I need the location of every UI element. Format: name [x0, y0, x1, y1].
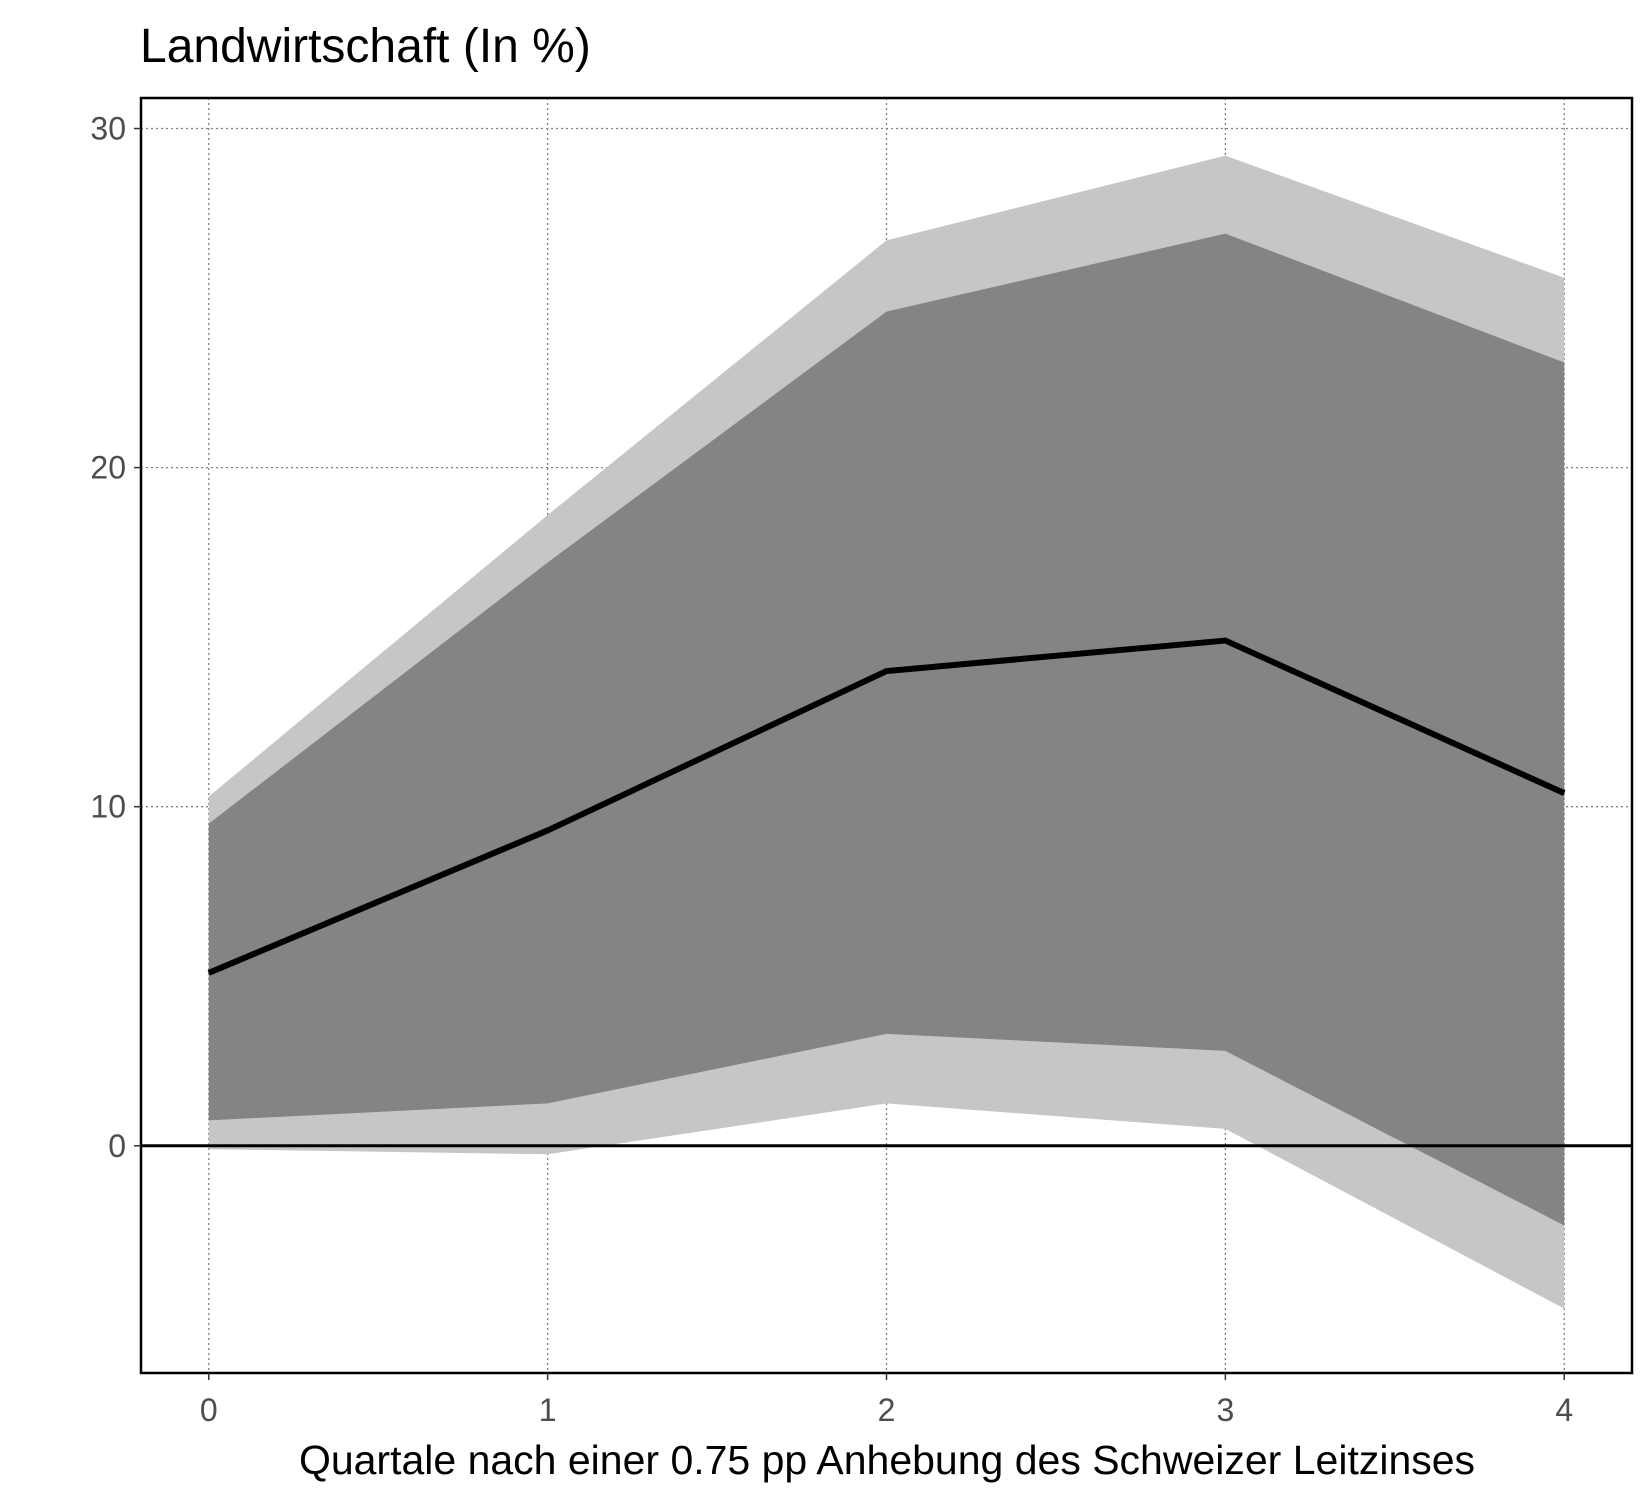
- x-axis-label: Quartale nach einer 0.75 pp Anhebung des…: [299, 1437, 1475, 1483]
- series-point-0-2: [886, 670, 887, 672]
- series-point-0-1: [547, 829, 549, 831]
- series-point-0-0: [208, 972, 210, 974]
- y-axis-ticks: 0 10 20 30: [90, 111, 141, 1164]
- x-tick-label-0: 0: [200, 1392, 218, 1428]
- chart-title: Landwirtschaft (In %): [140, 20, 591, 73]
- x-tick-label-4: 4: [1555, 1392, 1573, 1428]
- band-inner: [208, 233, 1565, 1226]
- series-line-layer: [207, 637, 1566, 976]
- x-tick-label-3: 3: [1216, 1392, 1234, 1428]
- x-tick-label-2: 2: [878, 1392, 896, 1428]
- confidence-bands: [208, 155, 1565, 1309]
- series-point-0-3: [1224, 640, 1226, 642]
- series-point-0-4: [1563, 792, 1565, 794]
- y-tick-label-20: 20: [90, 450, 126, 486]
- x-tick-label-1: 1: [539, 1392, 557, 1428]
- x-axis-ticks: 0 1 2 3 4: [200, 1373, 1573, 1428]
- y-tick-label-0: 0: [108, 1128, 126, 1164]
- y-tick-label-30: 30: [90, 111, 126, 147]
- y-tick-label-10: 10: [90, 789, 126, 825]
